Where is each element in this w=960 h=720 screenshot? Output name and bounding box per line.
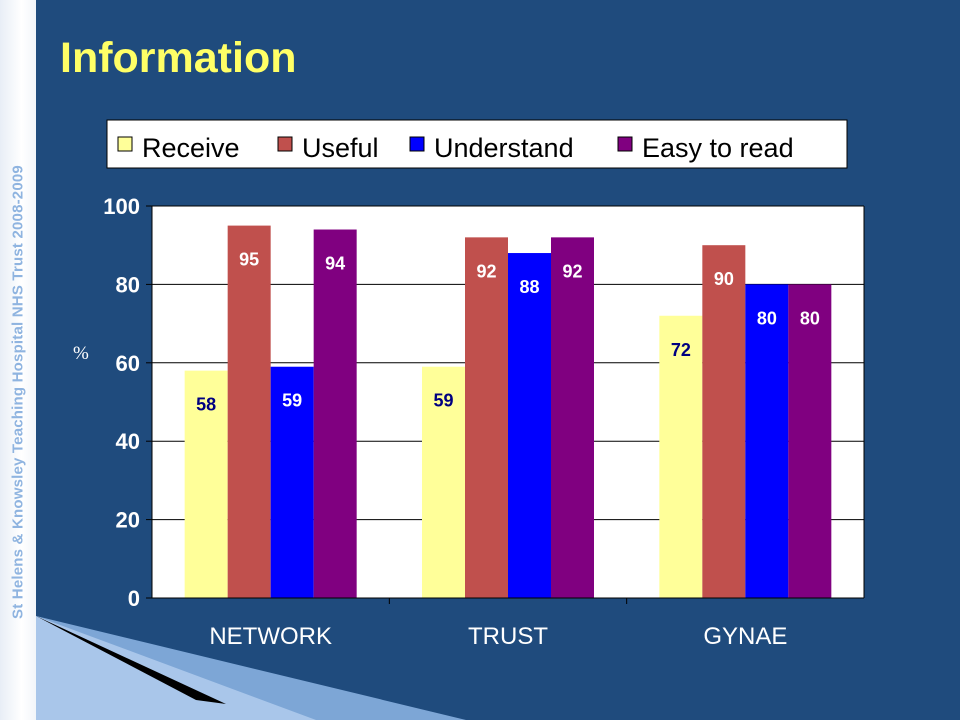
legend-entry: Useful: [302, 133, 379, 163]
y-tick-label: 80: [116, 272, 140, 297]
data-label: 59: [433, 391, 453, 411]
bar: [551, 237, 594, 599]
x-category-label: GYNAE: [703, 623, 787, 650]
bar: [184, 370, 228, 598]
y-tick-label: 100: [103, 194, 140, 219]
x-category-label: NETWORK: [209, 623, 332, 650]
data-label: 59: [282, 391, 302, 411]
data-label: 88: [519, 277, 539, 297]
bar: [508, 253, 551, 599]
legend-entry: Easy to read: [642, 133, 794, 163]
x-category-label: TRUST: [468, 623, 548, 650]
data-label: 72: [671, 340, 691, 360]
legend-box: [106, 119, 848, 169]
legend-swatch: [117, 136, 133, 152]
legend-swatch: [409, 136, 425, 152]
legend-entry: Understand: [434, 133, 574, 163]
data-label: 80: [757, 308, 777, 328]
side-band: [0, 0, 36, 720]
legend-swatch: [277, 136, 293, 152]
swoosh-pale: [36, 616, 316, 720]
data-label: 94: [325, 254, 345, 274]
decorative-swoosh: [36, 616, 466, 720]
data-label: 90: [714, 269, 734, 289]
y-tick-label: 0: [128, 586, 140, 611]
bar: [702, 245, 746, 598]
legend-entry: Receive: [142, 133, 240, 163]
y-tick-label: 60: [116, 351, 140, 376]
data-label: 58: [196, 395, 216, 415]
bar: [659, 315, 703, 598]
bar: [270, 366, 314, 598]
bar: [313, 229, 357, 598]
bar: [788, 284, 832, 598]
bar: [745, 284, 789, 598]
legend: Receive Useful Understand Easy to read: [106, 119, 848, 169]
bar: [422, 366, 465, 598]
bar: [465, 237, 508, 599]
swoosh-dark-line: [36, 616, 226, 704]
y-tick-label: 20: [116, 508, 140, 533]
slide-title: Information: [60, 34, 297, 82]
y-axis-label: %: [73, 343, 89, 364]
data-label: 92: [562, 261, 582, 281]
y-tick-label: 40: [116, 429, 140, 454]
data-label: 80: [800, 308, 820, 328]
data-label: 95: [239, 250, 259, 270]
data-label: 92: [476, 261, 496, 281]
bar: [227, 225, 271, 598]
legend-swatch: [617, 136, 633, 152]
